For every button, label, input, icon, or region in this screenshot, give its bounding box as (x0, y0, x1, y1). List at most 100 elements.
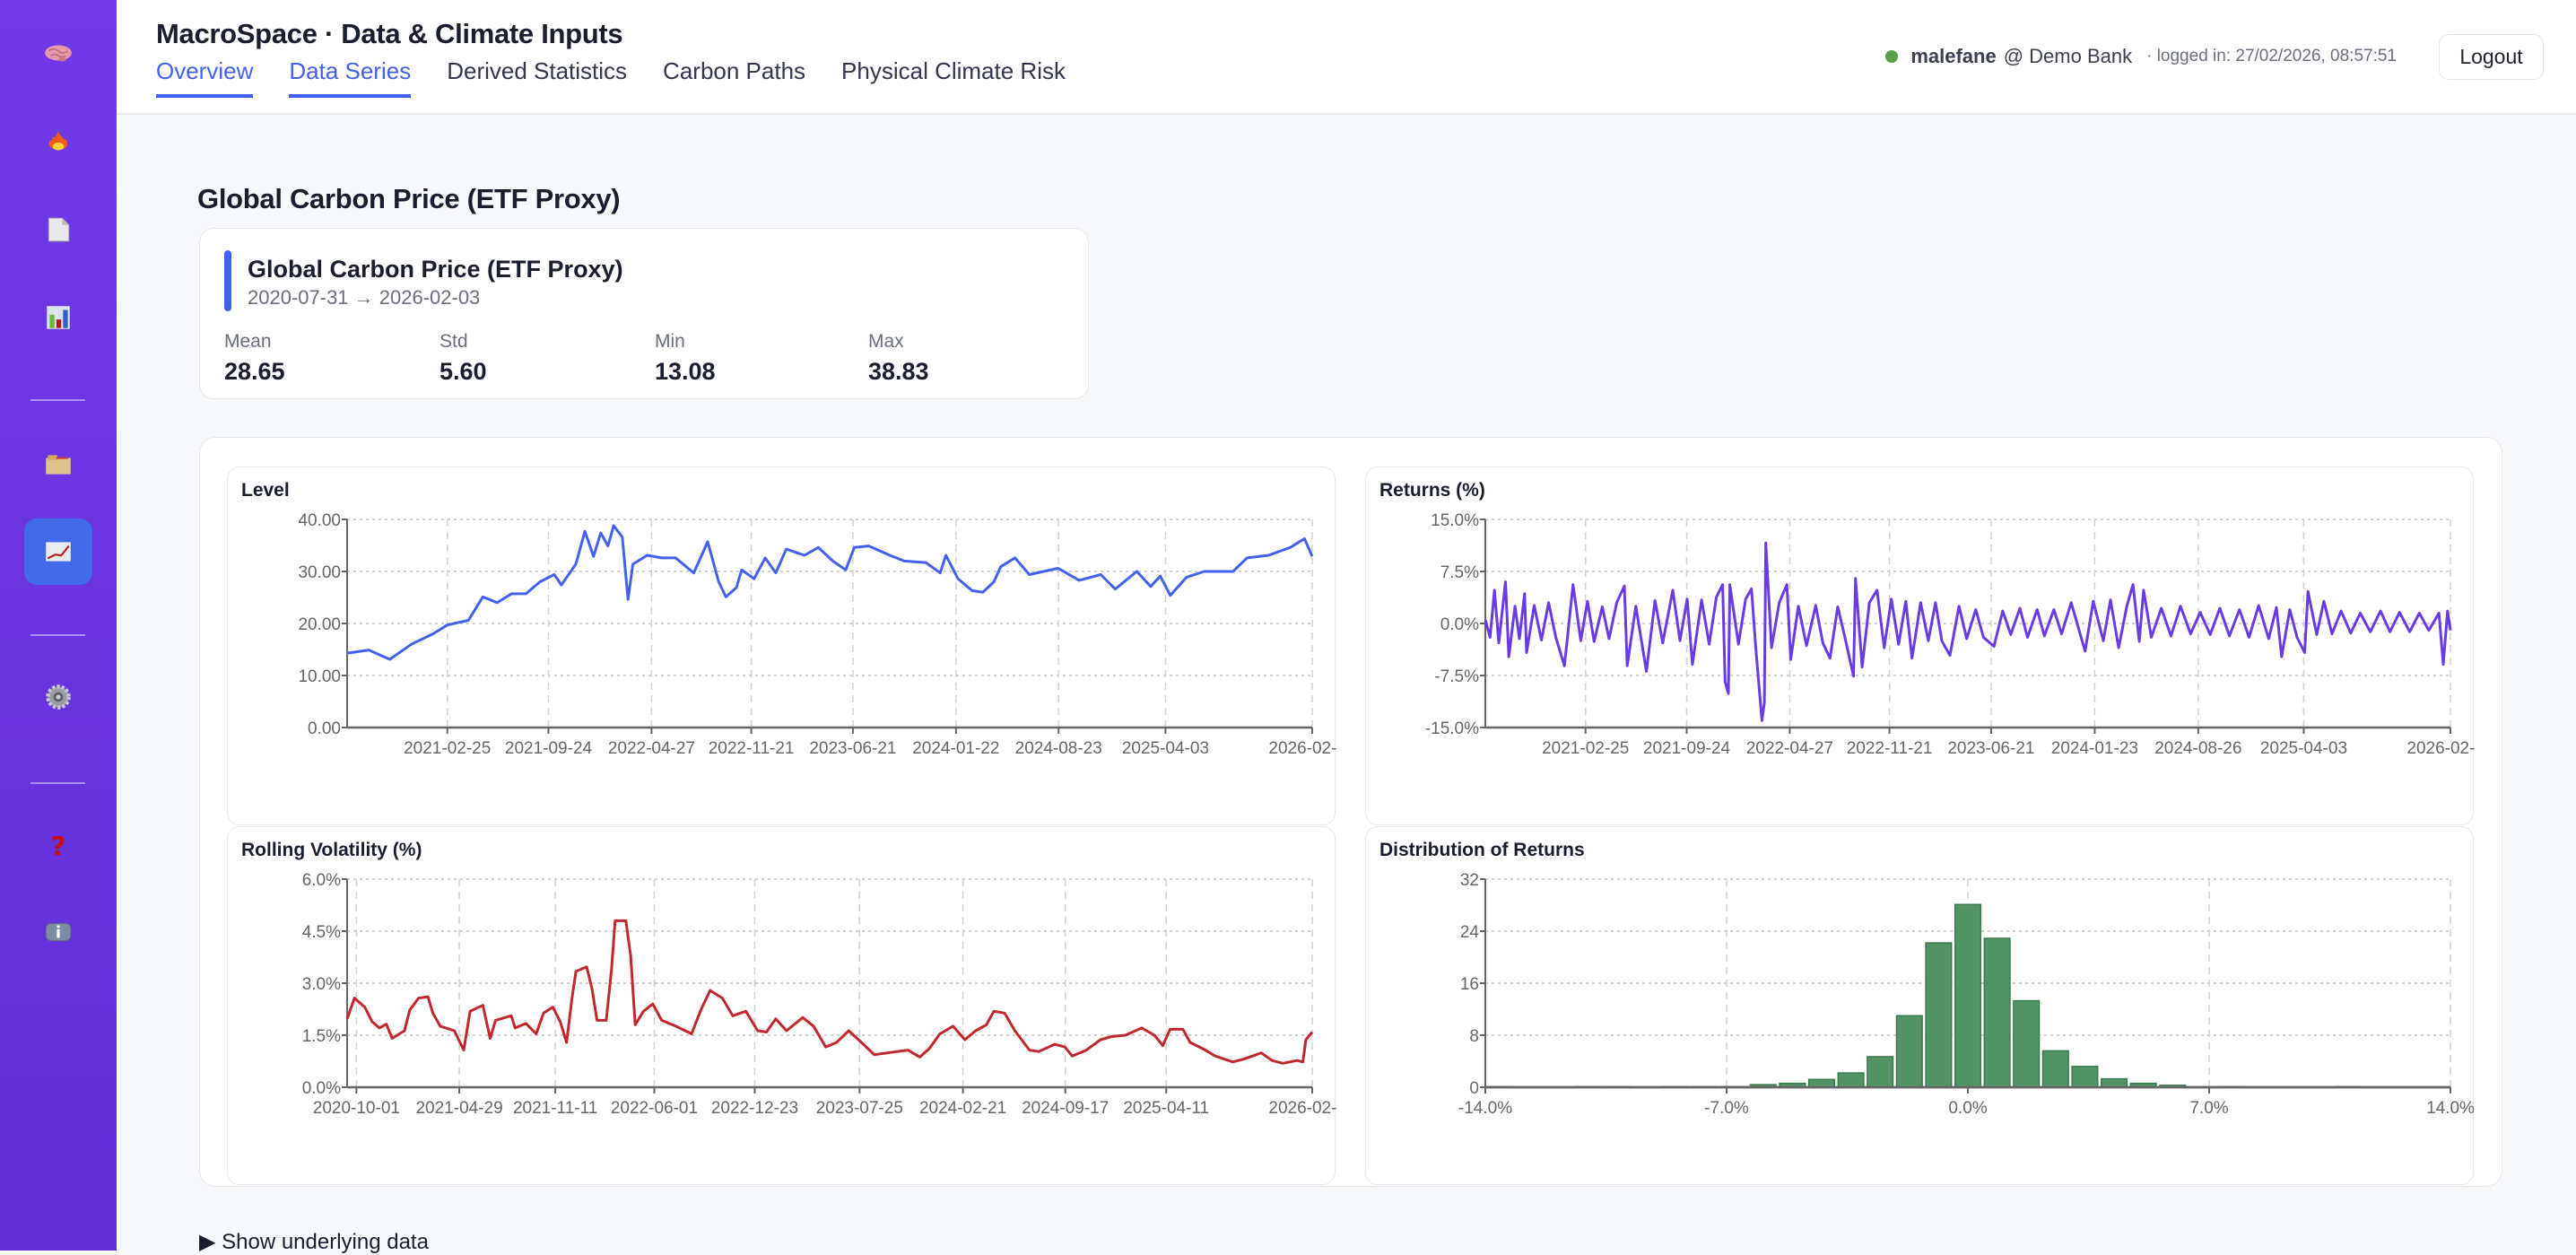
y-tick-label: -15.0% (1425, 719, 1479, 738)
histogram-bar (2100, 1077, 2128, 1088)
sidebar-divider (30, 634, 85, 636)
histogram-bar (1895, 1015, 1923, 1088)
level-chart-panel: 0.00 10.00 20.00 30.00 40.00 2021-02-25 2021-0… (227, 466, 1336, 825)
show-underlying-data-toggle[interactable]: ▶ Show underlying data (199, 1230, 429, 1254)
x-tick-label: 2022-11-21 (709, 739, 795, 758)
x-tick-label: 2022-04-27 (1746, 739, 1833, 758)
sidebar-item-document[interactable] (31, 209, 85, 250)
x-tick-label: 2021-09-24 (1643, 739, 1731, 758)
y-tick-label: 24 (1460, 923, 1480, 942)
sidebar-item-info[interactable] (31, 911, 85, 953)
x-tick-label: 2024-09-17 (1022, 1099, 1109, 1118)
x-tick-label: 2021-11-11 (513, 1099, 597, 1118)
x-tick-label: 2024-08-23 (1015, 739, 1102, 758)
chart-title: Distribution of Returns (1379, 840, 1585, 860)
y-tick-label: 3.0% (302, 975, 341, 994)
chart-title: Rolling Volatility (%) (241, 840, 422, 860)
brain-icon (45, 45, 72, 62)
y-tick-label: 6.0% (302, 871, 341, 890)
sidebar-item-bar-chart[interactable] (31, 297, 85, 338)
stat-label: Std (439, 331, 468, 352)
folder-icon (46, 455, 71, 475)
y-tick-label: 40.00 (298, 511, 341, 530)
y-tick-label: 32 (1460, 871, 1479, 890)
x-tick-label: 2020-10-01 (313, 1099, 400, 1118)
x-tick-label: 2021-02-25 (1542, 739, 1629, 758)
histogram-bar (2071, 1066, 2099, 1088)
volatility-chart-panel: 0.0% 1.5% 3.0% 4.5% 6.0% 2020-10-01 2021-04-29… (227, 826, 1336, 1185)
x-tick-label: 2022-11-21 (1847, 739, 1933, 758)
stat-value: 38.83 (868, 358, 929, 385)
x-tick-label: 2024-08-26 (2154, 739, 2241, 758)
tab-overview[interactable]: Overview (156, 57, 254, 98)
sidebar-item-gear[interactable] (31, 676, 85, 718)
x-tick-label: 2021-04-29 (415, 1099, 502, 1118)
x-tick-label: -7.0% (1704, 1099, 1749, 1118)
histogram-bar (2013, 999, 2041, 1088)
y-tick-label: 4.5% (302, 923, 341, 942)
accent-bar (224, 250, 231, 311)
tab-data-series[interactable]: Data Series (289, 57, 412, 98)
distribution-chart-panel: 0 8 16 24 32 -14.0% -7.0% 0.0% 7.0% 14.0% Distrib… (1365, 826, 2475, 1185)
x-tick-label: 2025-04-11 (1123, 1099, 1209, 1118)
x-tick-label: 2025-04-03 (1122, 739, 1209, 758)
sidebar-item-line-chart[interactable] (24, 519, 92, 585)
tab-physical-climate-risk[interactable]: Physical Climate Risk (841, 57, 1066, 84)
y-tick-label: -7.5% (1434, 667, 1479, 686)
x-tick-label: 2021-02-25 (404, 739, 491, 758)
x-tick-label: 2024-02-21 (919, 1099, 1006, 1118)
x-tick-label: -14.0% (1458, 1099, 1512, 1118)
x-tick-label: 2026-02-03 (2406, 739, 2475, 758)
histogram-bar (1983, 937, 2011, 1088)
y-tick-label: 8 (1469, 1027, 1479, 1046)
line-chart-icon (46, 542, 71, 562)
series-summary-card: Global Carbon Price (ETF Proxy) 2020-07-… (199, 228, 1089, 399)
histogram-bar (1837, 1072, 1865, 1088)
sidebar: ? (0, 0, 117, 1251)
card-title: Global Carbon Price (ETF Proxy) (248, 256, 623, 283)
stat-label: Mean (224, 331, 272, 352)
organization: @ Demo Bank (2003, 45, 2133, 67)
online-status-icon (1885, 50, 1899, 63)
info-icon (45, 922, 72, 942)
stat-max: Max 38.83 (868, 331, 929, 386)
charts-container: 0.00 10.00 20.00 30.00 40.00 2021-02-25 2021-0… (199, 437, 2502, 1187)
y-tick-label: 0.00 (308, 719, 341, 738)
date-range: 2020-07-31 → 2026-02-03 (248, 286, 481, 309)
distribution-chart: 0 8 16 24 32 -14.0% -7.0% 0.0% 7.0% 14.0% (1458, 871, 2475, 1118)
x-tick-label: 14.0% (2426, 1099, 2475, 1118)
x-tick-label: 2022-12-23 (711, 1099, 798, 1118)
sidebar-item-question[interactable]: ? (31, 824, 85, 866)
series-line (345, 919, 1314, 1065)
login-time: · logged in: 27/02/2026, 08:57:51 (2146, 47, 2397, 65)
y-tick-label: 20.00 (298, 615, 341, 634)
sidebar-item-flame[interactable] (31, 122, 85, 163)
y-tick-label: 10.00 (298, 667, 341, 686)
username: malefane (1910, 45, 1997, 67)
logout-button[interactable]: Logout (2439, 34, 2544, 80)
x-tick-label: 2026-02-03 (1268, 1099, 1336, 1118)
histogram-bar (1867, 1056, 1894, 1088)
x-tick-label: 2023-06-21 (1947, 739, 2034, 758)
svg-text:?: ? (50, 832, 65, 860)
stat-mean: Mean 28.65 (224, 331, 285, 386)
sidebar-item-folder[interactable] (31, 444, 85, 485)
x-tick-label: 2022-06-01 (611, 1099, 698, 1118)
x-tick-label: 7.0% (2189, 1099, 2228, 1118)
x-tick-label: 2025-04-03 (2260, 739, 2347, 758)
y-tick-label: 0.0% (1440, 615, 1479, 634)
stat-min: Min 13.08 (655, 331, 716, 386)
document-icon (48, 217, 70, 242)
tab-carbon-paths[interactable]: Carbon Paths (663, 57, 806, 84)
stat-label: Min (655, 331, 685, 352)
tab-derived-statistics[interactable]: Derived Statistics (447, 57, 628, 84)
stat-value: 5.60 (439, 358, 487, 385)
histogram-bar (2041, 1050, 2069, 1088)
histogram-bar (1954, 903, 1982, 1088)
x-tick-label: 0.0% (1948, 1099, 1987, 1118)
tab-bar: Overview Data Series Derived Statistics … (156, 57, 1066, 98)
x-tick-label: 2026-02-03 (1268, 739, 1336, 758)
y-tick-label: 0.0% (302, 1079, 341, 1098)
y-tick-label: 1.5% (302, 1027, 341, 1046)
sidebar-item-brain[interactable] (31, 33, 85, 74)
